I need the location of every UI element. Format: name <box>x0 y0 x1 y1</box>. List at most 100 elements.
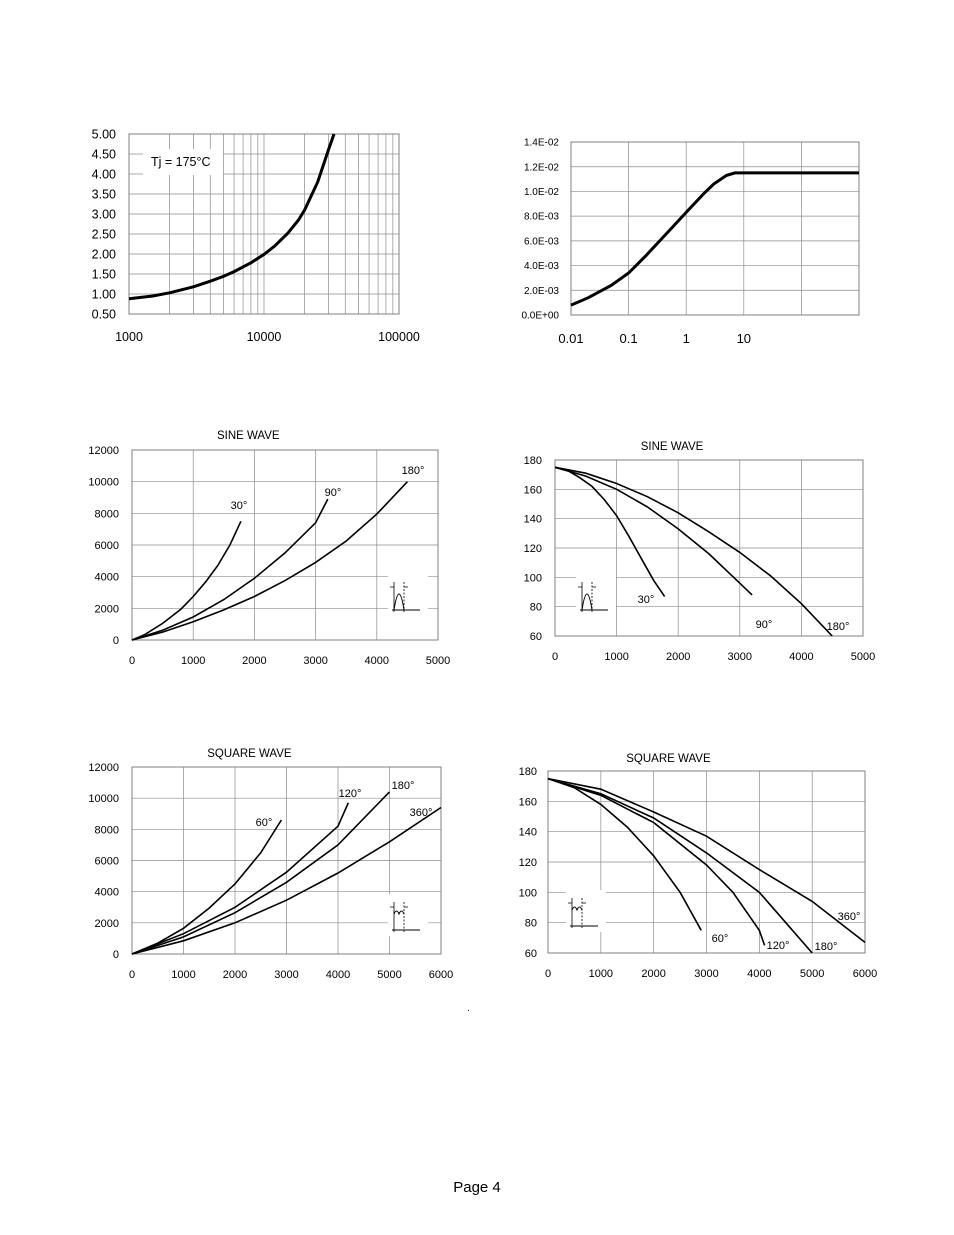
series-line-30deg <box>554 466 666 597</box>
x-tick-label: 6000 <box>853 968 877 980</box>
y-tick-label: 0 <box>113 949 119 961</box>
x-tick-label: 4000 <box>747 968 771 980</box>
series-line-180deg <box>554 466 833 637</box>
series-label: 90° <box>756 619 773 631</box>
series-line-120deg <box>547 777 766 946</box>
x-tick-label: 1000 <box>589 968 613 980</box>
x-tick-label: 3000 <box>303 655 327 667</box>
square-wave-icon <box>566 890 606 932</box>
y-tick-label: 0.50 <box>92 308 116 322</box>
chart-6: 60 80 100 120 140 160 180 0 1000 2000 3000 4000 5000… <box>519 753 878 980</box>
x-tick-label: 5000 <box>377 969 401 981</box>
x-tick-label: 1000 <box>171 969 195 981</box>
y-tick-label: 1.00 <box>92 288 116 302</box>
x-tick-label: 4000 <box>789 651 813 663</box>
y-tick-label: 1.0E-02 <box>524 187 559 198</box>
icon-wave <box>571 906 583 912</box>
y-tick-label: 10000 <box>88 793 119 805</box>
x-tick-label: 100000 <box>378 330 420 344</box>
page-footer: Page 4 <box>453 1179 501 1196</box>
chart-title: SINE WAVE <box>217 430 280 442</box>
y-tick-label: 12000 <box>88 762 119 774</box>
y-tick-label: 2.50 <box>92 228 116 242</box>
y-tick-label: 1.2E-02 <box>524 162 559 173</box>
chart-4: 60 80 100 120 140 160 180 0 1000 2000 3000 4000 5000… <box>524 441 876 663</box>
plot-frame <box>131 449 439 641</box>
y-tick-label: 2000 <box>95 603 119 615</box>
x-tick-label: 0 <box>129 969 135 981</box>
y-tick-label: 4.00 <box>92 168 116 182</box>
series-label: 180° <box>402 465 425 477</box>
series-line-180deg <box>131 791 391 955</box>
x-tick-label: 4000 <box>365 655 389 667</box>
y-tick-label: 10000 <box>88 477 119 489</box>
y-tick-label: 4.50 <box>92 148 116 162</box>
x-tick-label: 5000 <box>851 651 875 663</box>
x-tick-label: 10 <box>737 331 751 346</box>
plot-frame <box>128 133 400 315</box>
series-line-0 <box>128 133 336 301</box>
icon-wave <box>393 593 405 611</box>
plot-frame <box>131 766 442 955</box>
series-line-60deg <box>131 819 283 955</box>
x-tick-label: 3000 <box>728 651 752 663</box>
x-tick-label: 4000 <box>326 969 350 981</box>
y-tick-label: 4000 <box>95 572 119 584</box>
x-tick-label: 5000 <box>426 655 450 667</box>
chart-title: SQUARE WAVE <box>207 748 292 760</box>
y-tick-label: 60 <box>525 948 537 960</box>
y-tick-label: 2.0E-03 <box>524 286 559 297</box>
x-tick-label: 2000 <box>242 655 266 667</box>
x-tick-label: 1000 <box>115 330 143 344</box>
chart-3: 0 2000 4000 6000 8000 10000 12000 0 1000 2000 3000… <box>88 430 450 667</box>
chart-2: 0.0E+00 2.0E-03 4.0E-03 6.0E-03 8.0E-03 1.0E-… <box>521 138 860 346</box>
series-label: 60° <box>712 933 729 945</box>
y-tick-label: 3.00 <box>92 208 116 222</box>
y-tick-label: 0.0E+00 <box>521 311 559 322</box>
x-tick-label: 1000 <box>181 655 205 667</box>
y-tick-label: 2.00 <box>92 248 116 262</box>
series-label: 180° <box>827 621 850 633</box>
series-label: 60° <box>256 817 273 829</box>
series-line-180deg <box>547 777 813 954</box>
series-label: 180° <box>392 780 415 792</box>
series-line-180deg <box>131 481 408 641</box>
x-tick-label: 1000 <box>604 651 628 663</box>
annotation-label: Tj = 175°C <box>151 155 211 169</box>
x-tick-label: 6000 <box>429 969 453 981</box>
icon-bg <box>388 574 428 616</box>
chart-5: 0 2000 4000 6000 8000 10000 12000 0 1000 2000 3000… <box>88 748 453 981</box>
plot-frame <box>554 459 864 637</box>
series-label: 30° <box>638 594 655 606</box>
series-line-120deg <box>131 802 350 955</box>
y-tick-label: 1.4E-02 <box>524 138 559 149</box>
series-label: 360° <box>410 807 433 819</box>
series-label: 30° <box>231 500 248 512</box>
chart-title: SINE WAVE <box>641 441 704 453</box>
series-line-90deg <box>554 466 753 596</box>
y-tick-label: 120 <box>519 857 537 869</box>
x-tick-label: 0 <box>129 655 135 667</box>
y-tick-label: 8000 <box>95 824 119 836</box>
y-tick-label: 1.50 <box>92 268 116 282</box>
y-tick-label: 3.50 <box>92 188 116 202</box>
y-tick-label: 180 <box>519 766 537 778</box>
y-tick-label: 5.00 <box>92 128 116 142</box>
series-line-90deg <box>131 498 329 641</box>
x-tick-label: 5000 <box>800 968 824 980</box>
series-label: 180° <box>815 941 838 953</box>
y-tick-label: 100 <box>524 572 542 584</box>
series-label: 120° <box>767 940 790 952</box>
plot-frame <box>547 770 866 954</box>
y-tick-label: 180 <box>524 455 542 467</box>
y-tick-label: 8.0E-03 <box>524 212 559 223</box>
y-tick-label: 80 <box>525 918 537 930</box>
y-tick-label: 8000 <box>95 508 119 520</box>
icon-bg <box>388 894 428 936</box>
x-tick-label: 0.01 <box>558 331 583 346</box>
x-tick-label: 2000 <box>223 969 247 981</box>
y-tick-label: 0 <box>113 635 119 647</box>
y-tick-label: 60 <box>530 631 542 643</box>
series-line-360deg <box>547 777 866 944</box>
